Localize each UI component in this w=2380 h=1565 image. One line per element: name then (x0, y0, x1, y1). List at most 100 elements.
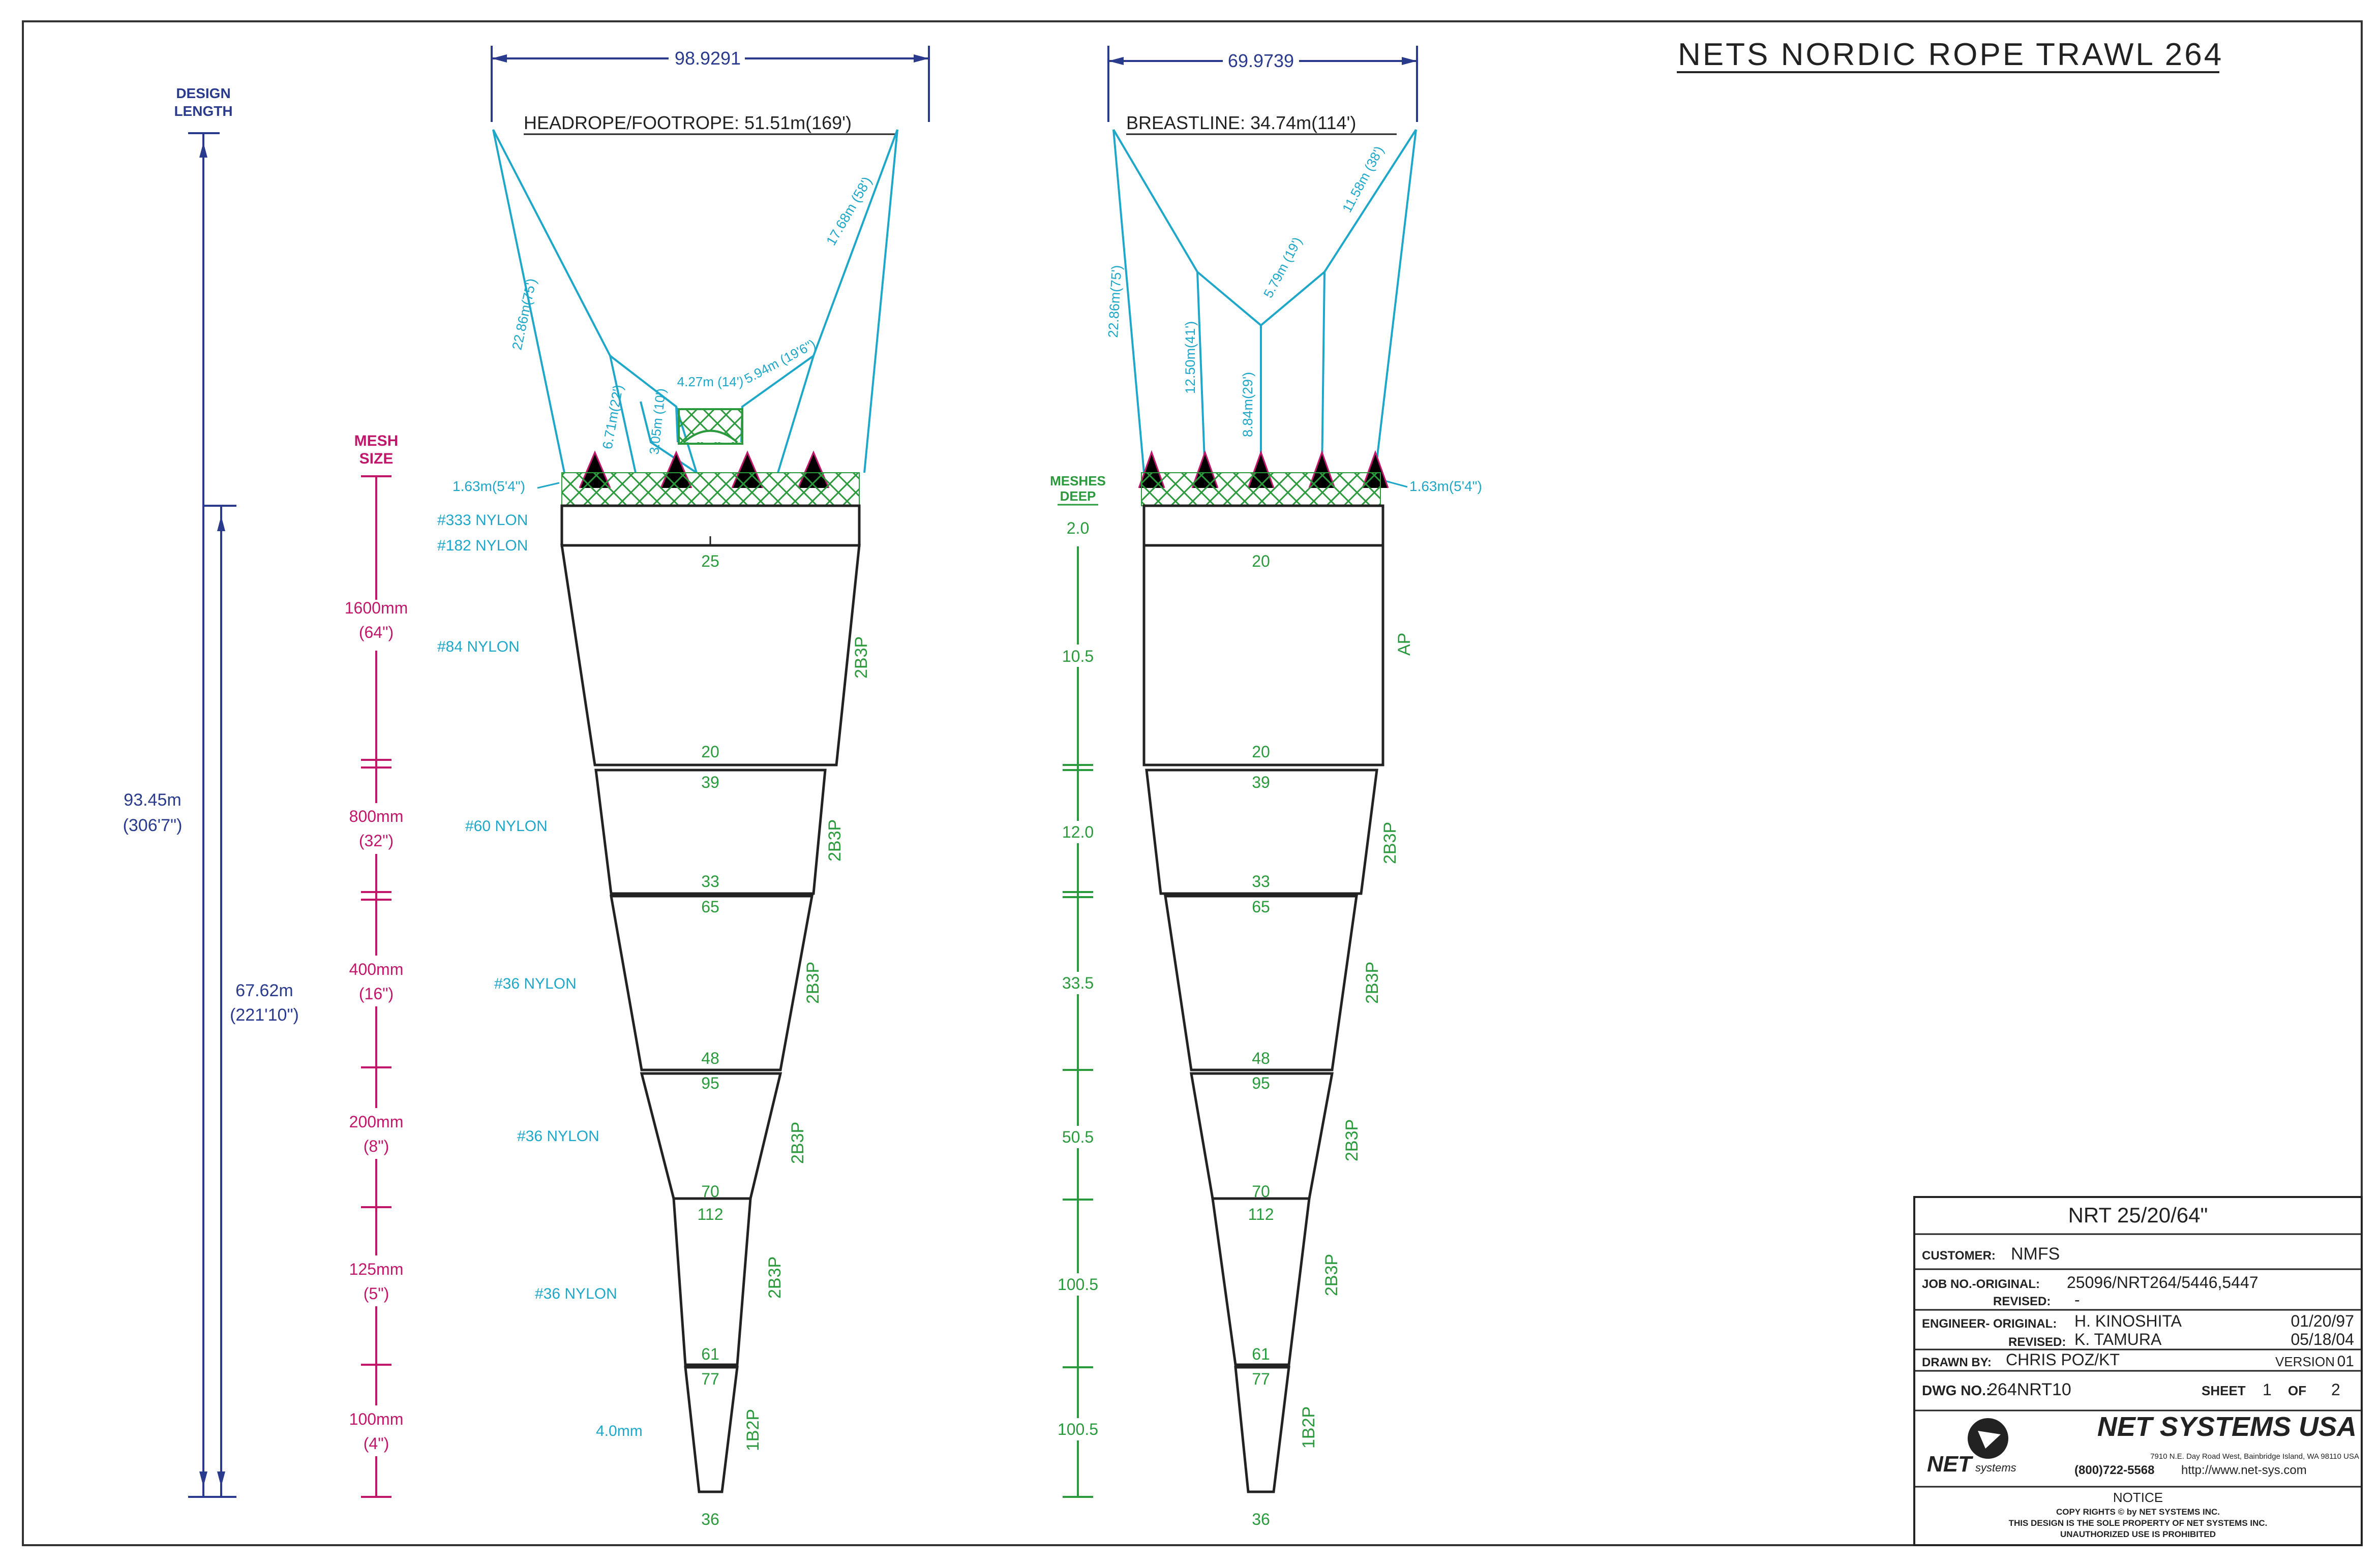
tb-eng-rev: K. TAMURA (2074, 1330, 2162, 1348)
mesh-size-6-mm: 100mm (349, 1410, 404, 1428)
mesh-size-1-in: (64") (359, 623, 394, 641)
body-length-ft: (221'10") (230, 1005, 299, 1025)
right-wing-label-3: 8.84m(29') (1240, 372, 1255, 437)
meshes-deep-6: 100.5 (1058, 1275, 1098, 1294)
left-count-3: 39 (701, 773, 719, 791)
left-cut-6: 1B2P (743, 1409, 763, 1451)
right-headline: BREASTLINE: 34.74m(114') (1126, 112, 1356, 133)
right-count-10: 61 (1252, 1345, 1270, 1363)
meshes-deep-5: 50.5 (1062, 1128, 1094, 1146)
left-twine-1: #333 NYLON (437, 512, 528, 529)
meshes-deep-header-2: DEEP (1060, 488, 1096, 504)
left-wing-label-2: 6.71m(22') (599, 384, 626, 450)
mesh-size-3-in: (16") (359, 985, 394, 1003)
right-count-12: 36 (1252, 1510, 1270, 1528)
left-wing-label-3: 3.05m (10') (646, 388, 668, 455)
meshes-deep-4: 33.5 (1062, 974, 1094, 992)
right-count-2: 20 (1252, 743, 1270, 761)
right-cut-2: 2B3P (1380, 822, 1400, 864)
meshes-deep-header-1: MESHES (1050, 473, 1106, 488)
tb-eng-orig: H. KINOSHITA (2074, 1312, 2182, 1330)
body-length-m: 67.62m (235, 981, 293, 1000)
tb-eng-rev-label: REVISED: (2008, 1335, 2066, 1349)
left-cut-1: 2B3P (852, 636, 871, 679)
left-count-9: 112 (697, 1205, 723, 1223)
right-cut-3: 2B3P (1363, 962, 1382, 1004)
tb-job-label: JOB NO.-ORIGINAL: (1922, 1277, 2040, 1291)
left-wingtip-label: 1.63m(5'4") (453, 478, 525, 494)
right-count-7: 95 (1252, 1074, 1270, 1092)
design-length-header-2: LENGTH (174, 103, 232, 119)
left-top-width: 98.9291 (675, 48, 741, 69)
mesh-size-header-1: MESH (354, 433, 399, 449)
left-cut-4: 2B3P (788, 1122, 807, 1164)
right-wing-label-2: 12.50m(41') (1183, 321, 1198, 394)
left-twine-5: #36 NYLON (494, 975, 577, 992)
left-cut-5: 2B3P (765, 1256, 785, 1299)
left-count-11: 77 (701, 1370, 719, 1388)
mesh-size-header-2: SIZE (359, 450, 394, 467)
tb-dwg-label: DWG NO.: (1922, 1383, 1991, 1398)
left-twine-8: 4.0mm (596, 1423, 643, 1439)
right-wing-label-1: 22.86m(75') (1105, 265, 1124, 339)
left-count-5: 65 (701, 898, 719, 916)
right-wing-label-5: 11.58m (38') (1339, 143, 1387, 215)
right-count-3: 39 (1252, 773, 1270, 791)
tb-eng-label: ENGINEER- ORIGINAL: (1922, 1317, 2057, 1331)
tb-logo-sub: systems (1975, 1461, 2016, 1474)
right-cut-4: 2B3P (1342, 1119, 1362, 1161)
tb-customer: NMFS (2011, 1244, 2060, 1264)
mesh-size-3-mm: 400mm (349, 960, 404, 978)
sheet-border (22, 20, 2363, 1546)
tb-eng-orig-date: 01/20/97 (2291, 1312, 2354, 1330)
tb-notice-1: COPY RIGHTS © by NET SYSTEMS INC. (2056, 1507, 2220, 1517)
meshes-deep-3: 12.0 (1062, 823, 1094, 841)
tb-phone: (800)722-5568 (2074, 1463, 2154, 1477)
tb-job: 25096/NRT264/5446,5447 (2067, 1273, 2258, 1292)
right-top-width: 69.9739 (1228, 50, 1294, 71)
left-headline: HEADROPE/FOOTROPE: 51.51m(169') (524, 112, 852, 133)
right-cut-5: 2B3P (1322, 1254, 1341, 1296)
total-length-m: 93.45m (124, 790, 181, 810)
left-twine-3: #84 NYLON (437, 638, 520, 655)
tb-notice-2: THIS DESIGN IS THE SOLE PROPERTY OF NET … (2009, 1518, 2268, 1528)
tb-customer-label: CUSTOMER: (1922, 1249, 1996, 1263)
tb-logo-text: NET (1927, 1452, 1973, 1477)
mesh-size-5-in: (5") (364, 1284, 389, 1303)
right-wingtip-label: 1.63m(5'4") (1409, 478, 1482, 494)
tb-version: 01 (2337, 1353, 2354, 1370)
left-cut-2: 2B3P (825, 819, 845, 862)
left-twine-2: #182 NYLON (437, 537, 528, 554)
meshes-deep-1: 2.0 (1067, 519, 1089, 537)
right-wing-label-4: 5.79m (19') (1260, 234, 1305, 300)
tb-drawn: CHRIS POZ/KT (2006, 1351, 2120, 1369)
left-twine-6: #36 NYLON (517, 1128, 599, 1145)
right-count-4: 33 (1252, 872, 1270, 891)
left-wing-label-1: 22.86m(75') (509, 277, 539, 351)
total-length-ft: (306'7") (123, 816, 183, 835)
tb-web: http://www.net-sys.com (2181, 1463, 2307, 1477)
tb-version-label: VERSION (2275, 1354, 2335, 1369)
right-trawl-drawing: 69.9739 BREASTLINE: 34.74m(114') 22.86m(… (1105, 46, 1482, 1528)
left-count-4: 33 (701, 872, 719, 891)
right-count-9: 112 (1248, 1205, 1274, 1223)
mesh-size-6-in: (4") (364, 1434, 389, 1453)
left-cut-3: 2B3P (803, 962, 823, 1004)
left-count-1: 25 (701, 552, 719, 570)
tb-notice-title: NOTICE (2113, 1490, 2163, 1505)
right-count-8: 70 (1252, 1182, 1270, 1201)
meshes-deep-column: MESHES DEEP 2.0 10.5 12.0 33.5 50.5 100.… (1050, 473, 1106, 1498)
mesh-size-4-mm: 200mm (349, 1113, 404, 1131)
tb-dwg: 264NRT10 (1988, 1380, 2071, 1399)
title-block: NRT 25/20/64" CUSTOMER: NMFS JOB NO.-ORI… (1913, 1196, 2363, 1546)
left-count-6: 48 (701, 1049, 719, 1067)
left-count-2: 20 (701, 743, 719, 761)
meshes-deep-7: 100.5 (1058, 1420, 1098, 1438)
tb-code: NRT 25/20/64" (2068, 1203, 2208, 1227)
left-count-10: 61 (701, 1345, 719, 1363)
tb-notice-3: UNAUTHORIZED USE IS PROHIBITED (2060, 1529, 2216, 1539)
tb-of-label: OF (2288, 1383, 2306, 1398)
mesh-size-1-mm: 1600mm (345, 599, 408, 617)
mesh-size-2-in: (32") (359, 832, 394, 850)
